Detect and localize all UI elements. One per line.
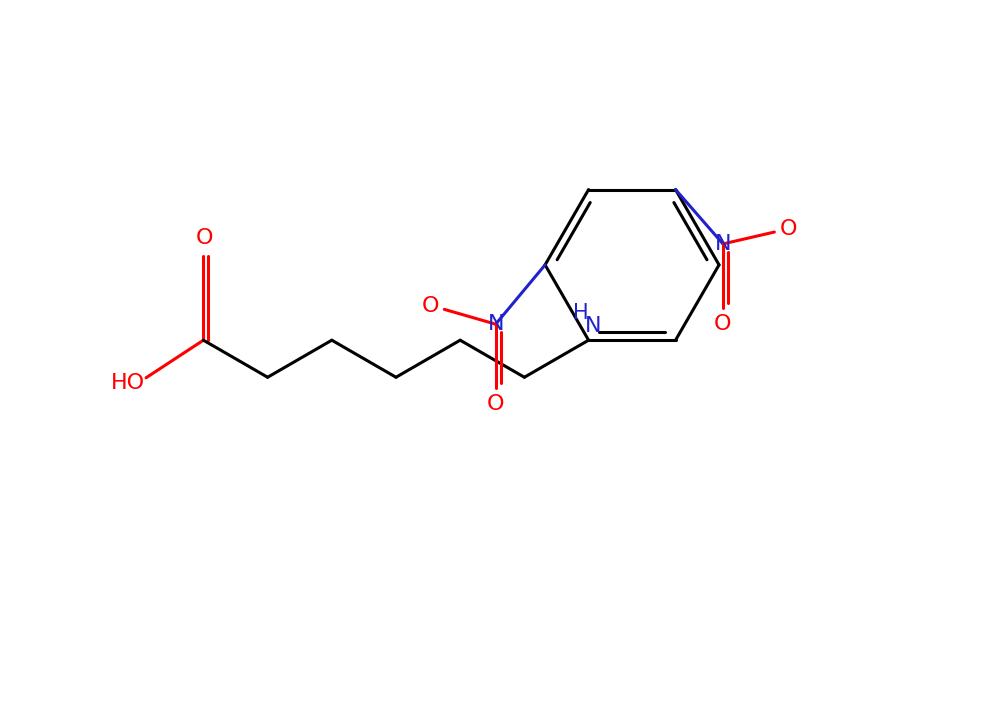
Text: N: N <box>488 314 504 334</box>
Text: H: H <box>573 302 588 322</box>
Text: N: N <box>715 234 731 254</box>
Text: O: O <box>779 219 797 239</box>
Text: HO: HO <box>111 373 146 393</box>
Text: N: N <box>585 317 602 337</box>
Text: O: O <box>196 228 213 248</box>
Text: O: O <box>422 297 439 317</box>
Text: O: O <box>487 394 504 414</box>
Text: O: O <box>714 314 732 334</box>
